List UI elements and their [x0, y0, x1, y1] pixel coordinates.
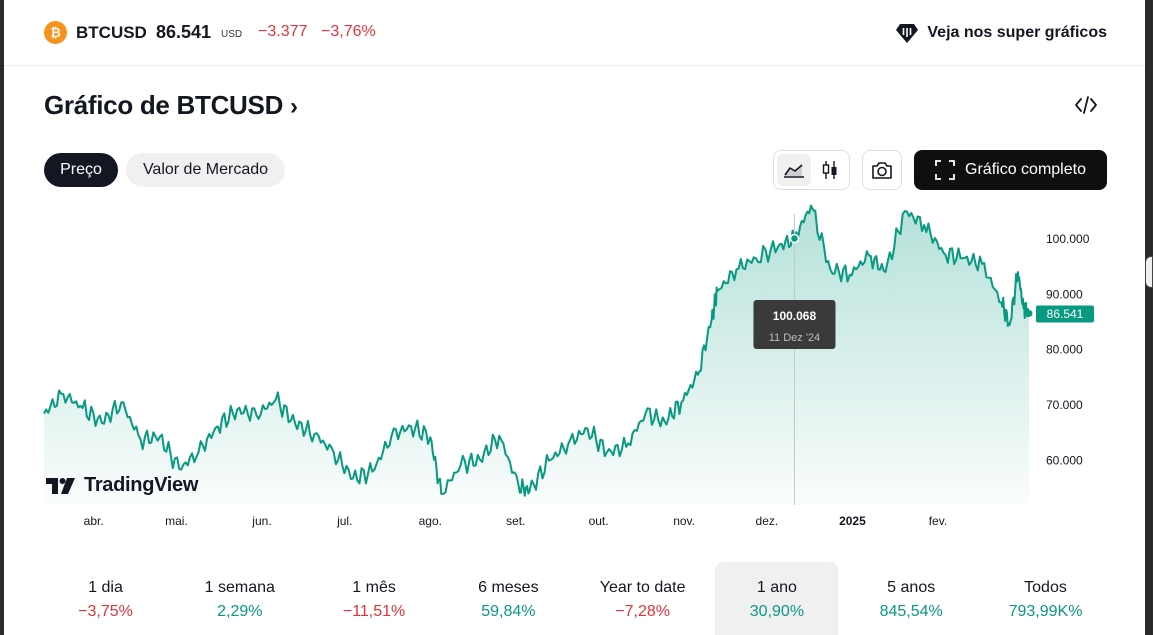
price-chart[interactable]: 100.068 11 Dez '24 100.000 90.000 80.000 70.0… — [4, 200, 1145, 540]
period-label: 1 semana — [204, 579, 275, 596]
candles-chart-button[interactable] — [813, 154, 847, 186]
widget-window: ₿ BTCUSD 86.541 USD −3.377 −3,76% Veja n… — [4, 0, 1145, 635]
y-tick-label: 70.000 — [1046, 398, 1083, 412]
candlestick-icon — [822, 161, 837, 179]
chart-title-link[interactable]: Gráfico de BTCUSD › — [44, 90, 298, 121]
y-tick-label: 100.000 — [1046, 232, 1090, 246]
period-label: Todos — [1024, 579, 1067, 596]
x-tick-label: abr. — [84, 514, 104, 528]
symbol-header: ₿ BTCUSD 86.541 USD −3.377 −3,76% Veja n… — [4, 0, 1145, 66]
crosshair-point — [789, 233, 800, 244]
tooltip-value: 100.068 — [773, 309, 817, 323]
tradingview-wordmark: TradingView — [84, 474, 199, 496]
price-value: 86.541 — [156, 22, 212, 42]
period-change: −11,51% — [342, 603, 406, 620]
fullscreen-icon — [935, 160, 955, 180]
x-tick-label: ago. — [419, 514, 442, 528]
period-change: 793,99K% — [1008, 603, 1083, 620]
tooltip-date: 11 Dez '24 — [769, 332, 820, 344]
period-button[interactable]: 1 mês −11,51% — [313, 562, 436, 635]
price-change-percent: −3,76% — [321, 23, 376, 40]
period-button[interactable]: 1 dia −3,75% — [44, 562, 167, 635]
period-label: 6 meses — [478, 579, 539, 596]
embed-code-icon[interactable] — [1074, 94, 1098, 116]
period-change: 59,84% — [481, 603, 536, 620]
side-scroll-handle[interactable] — [1145, 256, 1153, 288]
price-change: −3.377 — [258, 23, 308, 40]
page-title: Gráfico de BTCUSD — [44, 90, 284, 120]
x-tick-label: 2025 — [839, 514, 866, 528]
period-button[interactable]: 5 anos 845,54% — [850, 562, 973, 635]
tradingview-logo[interactable]: TradingView — [46, 474, 198, 497]
period-label: 1 ano — [756, 579, 797, 596]
chart-style-toggle — [773, 150, 850, 190]
period-button[interactable]: 1 semana 2,29% — [178, 562, 301, 635]
tab-price[interactable]: Preço — [44, 153, 118, 187]
period-change: −7,28% — [615, 603, 670, 620]
last-value-label: 86.541 — [1047, 307, 1084, 321]
x-tick-label: dez. — [756, 514, 779, 528]
x-tick-label: set. — [506, 514, 525, 528]
x-tick-label: jun. — [251, 514, 271, 528]
y-tick-label: 90.000 — [1046, 287, 1083, 301]
y-tick-label: 60.000 — [1046, 454, 1083, 468]
bitcoin-icon: ₿ — [44, 21, 67, 44]
full-chart-label: Gráfico completo — [965, 161, 1086, 178]
camera-icon — [872, 162, 892, 179]
period-button[interactable]: 6 meses 59,84% — [447, 562, 570, 635]
diamond-icon — [896, 24, 919, 43]
tooltip-box — [753, 300, 836, 349]
period-change: 2,29% — [217, 603, 263, 620]
price-area — [44, 205, 1029, 505]
x-tick-label: out. — [589, 514, 609, 528]
period-change: 845,54% — [879, 603, 943, 620]
tradingview-icon — [46, 477, 75, 494]
last-value-badge — [1036, 305, 1094, 323]
last-value-point — [1025, 309, 1033, 317]
period-change: 30,90% — [749, 603, 805, 620]
x-tick-label: fev. — [929, 514, 947, 528]
period-button[interactable]: 1 ano 30,90% — [715, 562, 839, 635]
super-charts-link[interactable]: Veja nos super gráficos — [895, 20, 1107, 46]
tab-market-cap[interactable]: Valor de Mercado — [126, 153, 285, 187]
area-chart-button[interactable] — [777, 154, 811, 186]
snapshot-button[interactable] — [862, 150, 902, 190]
super-charts-label: Veja nos super gráficos — [927, 24, 1107, 41]
period-button[interactable]: Year to date −7,28% — [581, 562, 704, 635]
x-tick-label: nov. — [673, 514, 695, 528]
period-selector: 1 dia −3,75% 1 semana 2,29% 1 mês −11,51% 6 me… — [44, 562, 1107, 635]
symbol-label: BTCUSD — [76, 23, 147, 42]
x-tick-label: mai. — [165, 514, 188, 528]
period-label: Year to date — [599, 579, 686, 596]
period-button[interactable]: Todos 793,99K% — [984, 562, 1107, 635]
price-line — [43, 204, 1030, 497]
area-chart-icon — [784, 164, 804, 178]
currency-label: USD — [221, 29, 243, 40]
y-tick-label: 80.000 — [1046, 343, 1083, 357]
period-label: 1 mês — [352, 579, 396, 596]
full-chart-button[interactable]: Gráfico completo — [914, 150, 1107, 190]
period-label: 5 anos — [887, 579, 936, 596]
x-tick-label: jul. — [336, 514, 352, 528]
period-change: −3,75% — [78, 603, 133, 620]
period-label: 1 dia — [88, 579, 123, 596]
chevron-right-icon: › — [289, 93, 298, 120]
